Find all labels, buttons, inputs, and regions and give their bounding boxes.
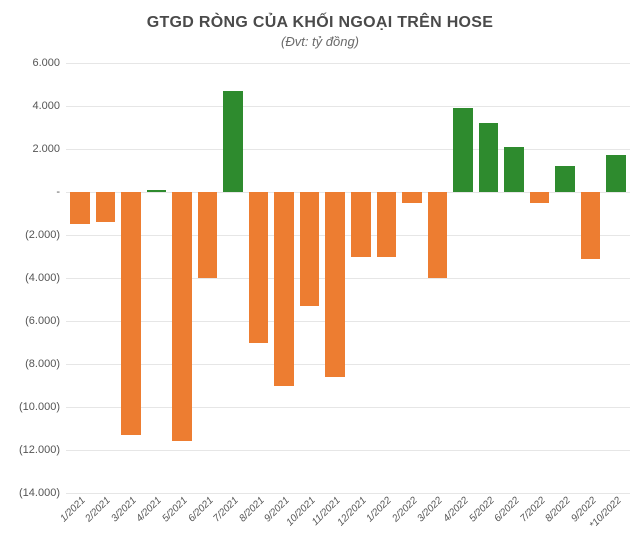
bar-slot (300, 63, 320, 493)
bar-slot (530, 63, 550, 493)
plot-area: 6.0004.0002.000 -(2.000)(4.000)(6.000)(8… (10, 63, 630, 493)
bar-slot (504, 63, 524, 493)
bar (453, 108, 473, 192)
y-tick-label: (14.000) (19, 487, 60, 499)
bar (223, 91, 243, 192)
bar-slot (172, 63, 192, 493)
x-tick-slot: *10/2022 (606, 493, 626, 548)
bar-slot (351, 63, 371, 493)
bar (274, 192, 294, 386)
x-tick-slot: 8/2022 (555, 493, 575, 548)
x-tick-slot: 5/2021 (172, 493, 192, 548)
bar-slot (402, 63, 422, 493)
x-tick-slot: 7/2021 (223, 493, 243, 548)
bar-slot (70, 63, 90, 493)
x-axis-labels: 1/20212/20213/20214/20215/20216/20217/20… (66, 493, 630, 548)
bar (249, 192, 269, 343)
bar-slot (223, 63, 243, 493)
bar-slot (453, 63, 473, 493)
y-tick-label: 4.000 (32, 100, 60, 112)
bar (325, 192, 345, 377)
bar (121, 192, 141, 435)
y-tick-label: (8.000) (25, 358, 60, 370)
bar (555, 166, 575, 192)
bar (96, 192, 116, 222)
chart-subtitle: (Đvt: tỷ đồng) (10, 34, 630, 49)
bar (377, 192, 397, 257)
bar-slot (555, 63, 575, 493)
bar-slot (479, 63, 499, 493)
bar (581, 192, 601, 259)
bar-slot (428, 63, 448, 493)
x-tick-label: 1/2021 (58, 495, 87, 524)
x-tick-slot: 6/2022 (504, 493, 524, 548)
bar (147, 190, 167, 192)
x-tick-slot: 2/2021 (96, 493, 116, 548)
y-tick-label: (2.000) (25, 229, 60, 241)
x-tick-slot: 1/2022 (377, 493, 397, 548)
y-tick-label: (4.000) (25, 272, 60, 284)
bar-slot (581, 63, 601, 493)
y-tick-label: (6.000) (25, 315, 60, 327)
y-tick-label: 2.000 (32, 143, 60, 155)
bar (504, 147, 524, 192)
bar (479, 123, 499, 192)
bar-slot (606, 63, 626, 493)
bar-slot (121, 63, 141, 493)
bar (530, 192, 550, 203)
bar-slot (325, 63, 345, 493)
bar-slot (274, 63, 294, 493)
bar (428, 192, 448, 278)
y-tick-label: (10.000) (19, 401, 60, 413)
bar-slot (198, 63, 218, 493)
plot-region (66, 63, 630, 493)
bar-slot (96, 63, 116, 493)
bar-slot (249, 63, 269, 493)
y-tick-label: (12.000) (19, 444, 60, 456)
bar (402, 192, 422, 203)
bar (351, 192, 371, 257)
bar (606, 155, 626, 192)
y-axis-labels: 6.0004.0002.000 -(2.000)(4.000)(6.000)(8… (10, 63, 66, 493)
x-tick-slot: 4/2022 (453, 493, 473, 548)
chart-container: GTGD RÒNG CỦA KHỐI NGOẠI TRÊN HOSE (Đvt:… (0, 0, 640, 555)
bars-layer (66, 63, 630, 493)
bar-slot (147, 63, 167, 493)
bar (198, 192, 218, 278)
y-tick-label: - (56, 186, 60, 198)
bar (172, 192, 192, 441)
bar (300, 192, 320, 306)
chart-title: GTGD RÒNG CỦA KHỐI NGOẠI TRÊN HOSE (10, 14, 630, 32)
bar (70, 192, 90, 224)
bar-slot (377, 63, 397, 493)
y-tick-label: 6.000 (32, 57, 60, 69)
